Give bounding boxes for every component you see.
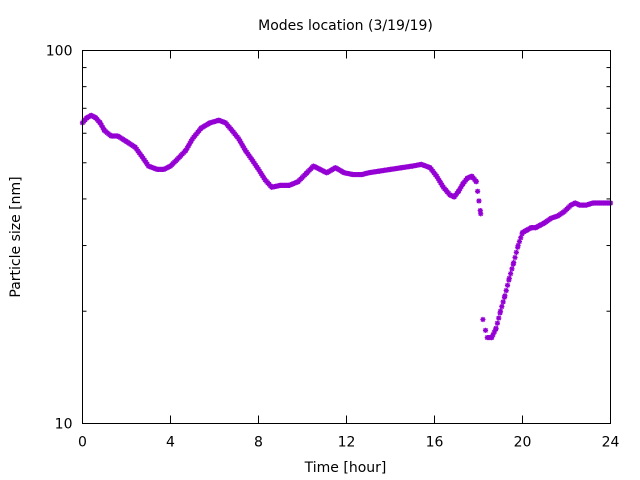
data-point [473,179,479,185]
chart-title: Modes location (3/19/19) [258,18,433,34]
data-point [477,207,483,214]
x-tick-label: 4 [166,435,175,451]
data-point [506,275,512,281]
data-point [499,303,505,310]
data-point [503,287,509,294]
data-point [508,271,514,277]
data-point [183,147,189,153]
y-axis-label: Particle size [nm] [8,176,24,297]
x-tick-label: 20 [514,435,532,451]
x-tick-label: 12 [338,435,356,451]
data-point [504,282,511,288]
y-tick-label: 100 [46,44,73,60]
data-point [188,138,194,144]
data-point [457,186,463,192]
x-tick-label: 24 [602,435,620,451]
data-point [476,198,482,204]
data-point [509,266,515,272]
x-tick-label: 0 [78,435,87,451]
data-point [241,145,247,151]
data-point [185,143,192,149]
data-point [456,188,462,194]
data-point [240,143,246,149]
data-point [513,249,519,255]
x-axis-label: Time [hour] [304,460,387,476]
data-point [482,327,489,333]
data-point [478,211,484,217]
data-point [518,235,524,241]
data-point [494,320,501,326]
data-point [490,332,496,338]
x-tick-label: 16 [426,435,444,451]
data-point [475,188,481,194]
data-point [497,308,504,314]
data-point [502,293,508,299]
data-point [184,145,190,151]
data-point [97,120,103,126]
data-point [98,122,105,128]
plot-frame [82,50,611,424]
data-point [496,315,502,321]
plot-marks [79,112,614,341]
data-point [511,260,517,266]
data-point [516,239,523,245]
data-point [100,124,106,131]
data-point [491,329,497,335]
data-point [480,316,486,323]
data-point [512,254,518,261]
axis-ticks: 0 4 8 12 16 20 24 10 100 [46,44,620,451]
data-point [500,299,506,305]
data-point [493,325,499,331]
data-point [187,140,193,146]
data-point [515,242,521,249]
data-point [237,138,243,144]
data-point [238,140,244,146]
data-point [458,183,464,190]
data-point [489,334,495,341]
y-tick-label: 10 [55,417,73,433]
data-point [236,136,242,142]
x-tick-label: 8 [254,435,263,451]
